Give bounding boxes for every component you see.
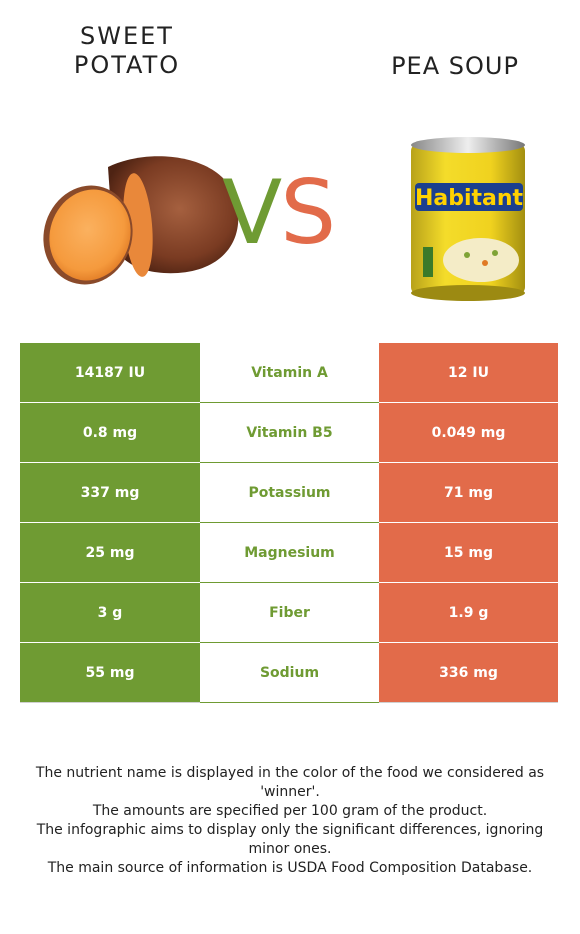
footnote: The amounts are specified per 100 gram o… xyxy=(92,803,488,819)
table-row: 0.8 mg Vitamin B5 0.049 mg xyxy=(20,402,558,463)
footnote: The infographic aims to display only the… xyxy=(36,822,544,857)
right-value: 15 mg xyxy=(379,522,558,583)
right-value: 71 mg xyxy=(379,462,558,523)
footnotes: The nutrient name is displayed in the co… xyxy=(20,764,560,878)
table-row: 337 mg Potassium 71 mg xyxy=(20,462,558,523)
left-value: 14187 IU xyxy=(20,343,200,403)
table-row: 14187 IU Vitamin A 12 IU xyxy=(20,343,558,403)
nutrient-name: Potassium xyxy=(200,462,379,523)
pea-soup-can-image: Habitant xyxy=(411,137,525,301)
footnote: The main source of information is USDA F… xyxy=(47,860,533,876)
nutrient-name: Fiber xyxy=(200,582,379,643)
right-value: 12 IU xyxy=(379,343,558,403)
footnote: The nutrient name is displayed in the co… xyxy=(35,765,545,800)
table-row: 55 mg Sodium 336 mg xyxy=(20,642,558,703)
sweet-potato-image xyxy=(43,156,239,285)
vs-v: V xyxy=(222,161,282,264)
nutrient-name: Vitamin A xyxy=(200,343,379,403)
comparison-table: 14187 IU Vitamin A 12 IU 0.8 mg Vitamin … xyxy=(20,343,558,703)
nutrient-name: Magnesium xyxy=(200,522,379,583)
can-brand-text: Habitant xyxy=(415,186,524,211)
right-value: 1.9 g xyxy=(379,582,558,643)
left-food-title-line2: POTATO xyxy=(73,51,181,79)
left-value: 25 mg xyxy=(20,522,200,583)
nutrient-name: Vitamin B5 xyxy=(200,402,379,463)
table-row: 25 mg Magnesium 15 mg xyxy=(20,522,558,583)
nutrient-name: Sodium xyxy=(200,642,379,703)
vs-label: VS xyxy=(222,161,336,264)
table-row: 3 g Fiber 1.9 g xyxy=(20,582,558,643)
left-value: 55 mg xyxy=(20,642,200,703)
left-value: 3 g xyxy=(20,582,200,643)
left-food-title: SWEET POTATO xyxy=(62,22,192,80)
vs-s: S xyxy=(280,161,336,264)
left-value: 0.8 mg xyxy=(20,402,200,463)
left-value: 337 mg xyxy=(20,462,200,523)
right-food-title: PEA SOUP xyxy=(391,52,519,80)
left-food-title-line1: SWEET xyxy=(80,22,174,50)
right-value: 336 mg xyxy=(379,642,558,703)
right-value: 0.049 mg xyxy=(379,402,558,463)
